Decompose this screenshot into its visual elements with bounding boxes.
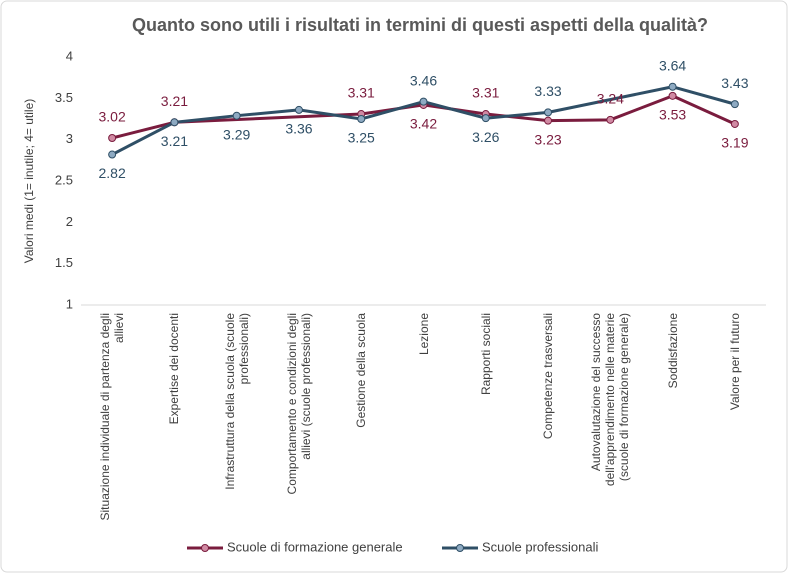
y-tick-label: 2.5 xyxy=(55,172,73,187)
data-point xyxy=(544,116,553,125)
data-label: 3.21 xyxy=(161,133,188,149)
data-label: 3.31 xyxy=(472,85,499,101)
data-label: 3.25 xyxy=(348,130,375,146)
data-point xyxy=(419,97,428,106)
x-tick-label: Autovalutazione del successo dell'appren… xyxy=(589,313,632,487)
x-tick-label: Soddisfazione xyxy=(665,313,680,389)
data-point xyxy=(730,119,739,128)
data-point xyxy=(730,100,739,109)
y-tick-label: 3.5 xyxy=(55,90,73,105)
y-axis-title: Valori medi (1= inutile; 4= utile) xyxy=(22,99,36,264)
data-label: 3.33 xyxy=(534,83,561,99)
x-tick-label: Gestione della scuola xyxy=(354,313,369,428)
legend-marker xyxy=(456,544,464,552)
data-label: 3.53 xyxy=(659,107,686,123)
data-point xyxy=(544,108,553,117)
data-label: 3.46 xyxy=(410,72,437,88)
series-line xyxy=(111,85,736,156)
x-tick-label: Competenze trasversali xyxy=(541,313,556,440)
x-tick-label: Infrastruttura della scuola (scuole prof… xyxy=(222,313,251,490)
x-tick-label: Valore per il futuro xyxy=(727,313,742,411)
data-label: 3.21 xyxy=(161,93,188,109)
data-point xyxy=(668,91,677,100)
data-point xyxy=(481,114,490,123)
y-tick-label: 1 xyxy=(66,296,73,311)
data-point xyxy=(606,115,615,124)
legend-marker xyxy=(201,544,209,552)
data-point xyxy=(357,115,366,123)
y-tick-label: 3 xyxy=(66,131,73,146)
x-tick-label: Situazione individuale di partenza degli… xyxy=(98,313,127,521)
data-point xyxy=(108,150,117,159)
data-label: 3.64 xyxy=(659,57,686,73)
x-tick-label: Comportamento e condizioni degli allievi… xyxy=(284,313,313,495)
data-label: 3.29 xyxy=(223,126,250,142)
data-label: 3.36 xyxy=(285,121,312,137)
legend-label: Scuole professionali xyxy=(482,539,598,554)
data-label: 3.42 xyxy=(410,116,437,132)
y-tick-label: 2 xyxy=(66,214,73,229)
data-point xyxy=(108,134,117,143)
data-point xyxy=(294,105,303,114)
data-label: 3.31 xyxy=(348,85,375,101)
x-tick-label: Expertise dei docenti xyxy=(167,313,182,425)
data-label: 3.19 xyxy=(721,135,748,151)
data-label: 3.26 xyxy=(472,129,499,145)
data-label: 3.02 xyxy=(99,109,126,125)
y-tick-label: 4 xyxy=(66,48,73,63)
data-label: 3.24 xyxy=(597,91,624,107)
gap-bridge xyxy=(547,85,673,114)
y-tick-label: 1.5 xyxy=(55,255,73,270)
chart-title: Quanto sono utili i risultati in termini… xyxy=(132,15,708,35)
x-tick-label: Lezione xyxy=(416,313,431,356)
data-label: 3.23 xyxy=(534,131,561,147)
data-label: 3.43 xyxy=(721,75,748,91)
data-label: 2.82 xyxy=(99,165,126,181)
x-tick-label: Rapporti sociali xyxy=(478,313,493,396)
data-point xyxy=(170,118,179,127)
data-point xyxy=(668,82,677,91)
data-point xyxy=(232,111,241,120)
legend-label: Scuole di formazione generale xyxy=(227,539,403,554)
